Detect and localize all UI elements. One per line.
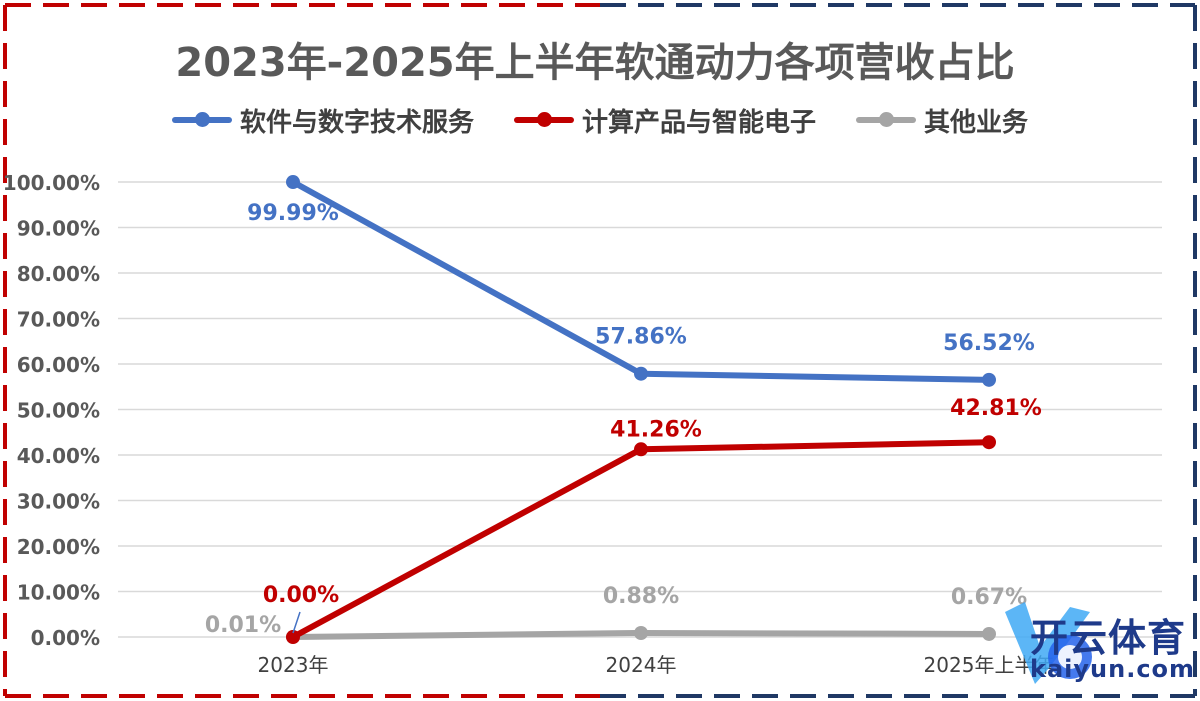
series-line — [290, 179, 992, 383]
data-label: 0.88% — [603, 584, 679, 609]
y-tick-label: 10.00% — [17, 581, 100, 605]
data-label: 0.67% — [951, 585, 1027, 610]
y-tick-label: 30.00% — [17, 490, 100, 514]
data-point — [982, 372, 996, 387]
data-point — [286, 630, 300, 644]
watermark-brand: 开云体育 — [1030, 616, 1187, 660]
y-tick-label: 60.00% — [17, 353, 100, 377]
y-tick-label: 100.00% — [3, 171, 100, 195]
data-label: 0.01% — [205, 613, 281, 638]
legend-label-other: 其他业务 — [924, 107, 1029, 138]
data-label: 56.52% — [943, 331, 1035, 356]
y-tick-label: 70.00% — [17, 308, 100, 332]
y-tick-label: 20.00% — [17, 535, 100, 559]
legend-swatch-software — [171, 112, 232, 127]
watermark-url: kaiyun.com — [1030, 655, 1196, 683]
legend-swatch-computing — [513, 112, 574, 127]
label-leader-line — [292, 611, 301, 634]
data-label: 42.81% — [950, 396, 1042, 421]
data-point — [286, 175, 300, 190]
y-tick-label: 50.00% — [17, 399, 100, 423]
chart-title: 2023年-2025年上半年软通动力各项营收占比 — [175, 40, 1015, 86]
legend: 软件与数字技术服务 计算产品与智能电子 其他业务 — [0, 100, 1200, 140]
data-point — [982, 626, 996, 641]
y-tick-label: 40.00% — [17, 444, 100, 468]
y-tick-label: 90.00% — [17, 217, 100, 241]
data-point — [634, 442, 648, 457]
data-label: 99.99% — [247, 201, 339, 226]
data-label: 0.00% — [263, 583, 339, 608]
y-tick-label: 0.00% — [31, 626, 100, 650]
watermark-logo-icon — [1005, 602, 1092, 684]
data-point — [634, 625, 648, 640]
data-point — [634, 366, 648, 381]
legend-swatch-other — [856, 112, 916, 127]
data-point — [982, 435, 996, 450]
legend-label-software: 软件与数字技术服务 — [239, 107, 474, 138]
x-tick-label: 2024年 — [606, 653, 677, 677]
legend-item-computing: 计算产品与智能电子 — [513, 102, 816, 139]
legend-item-software: 软件与数字技术服务 — [171, 102, 474, 139]
data-label: 57.86% — [595, 325, 687, 350]
x-tick-label: 2023年 — [258, 653, 329, 677]
data-label: 41.26% — [610, 417, 702, 442]
y-tick-label: 80.00% — [17, 262, 100, 286]
legend-label-computing: 计算产品与智能电子 — [581, 107, 816, 138]
legend-item-other: 其他业务 — [856, 102, 1028, 139]
